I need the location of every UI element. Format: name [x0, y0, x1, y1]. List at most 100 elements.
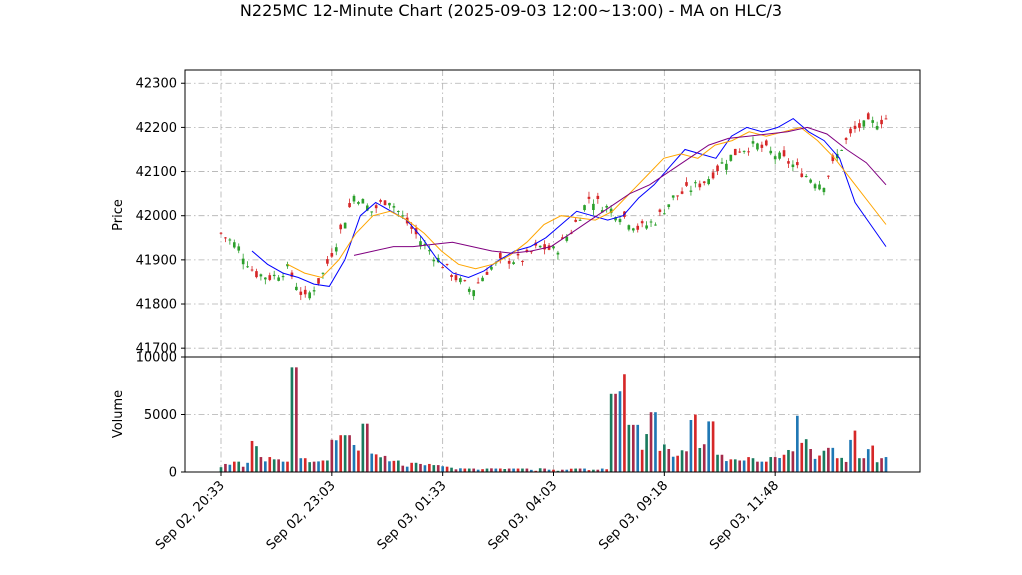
price-panel: 41700 41800 41900 42000 42100 42200 42300 — [136, 69, 921, 358]
volume-bar — [694, 414, 697, 472]
x-tick-label: Sep 02, 23:03 — [264, 478, 339, 553]
candle-body — [645, 225, 648, 229]
candle-body — [228, 239, 232, 241]
candle-body — [742, 150, 746, 152]
candle-body — [809, 179, 812, 183]
candle-body — [277, 277, 280, 281]
volume-bar — [840, 457, 843, 472]
volume-bar — [326, 460, 329, 472]
candle-body — [605, 205, 609, 208]
candle-body — [587, 196, 591, 199]
volume-axis-label: Volume — [111, 390, 126, 438]
x-tick-label: Sep 03, 11:48 — [707, 478, 782, 553]
candle-body — [481, 277, 484, 282]
candle-body — [760, 144, 764, 148]
candle-body — [729, 154, 733, 161]
candle-body — [818, 184, 821, 190]
volume-bar — [565, 469, 569, 472]
volume-bar — [618, 391, 622, 472]
candle-body — [875, 125, 879, 130]
candle-body — [609, 208, 613, 214]
volume-bar — [339, 435, 343, 472]
candle-body — [561, 237, 564, 239]
volume-bar — [738, 460, 742, 472]
volume-panel: 0 5000 10000 — [136, 351, 921, 481]
volume-bar — [645, 434, 648, 472]
volume-bar — [352, 444, 356, 472]
volume-bar — [436, 465, 440, 472]
volume-bar — [592, 469, 595, 472]
volume-bar — [530, 469, 533, 472]
volume-bar — [685, 451, 688, 472]
volume-bar — [286, 461, 289, 472]
volume-bar — [609, 393, 613, 472]
volume-panel-frame — [184, 356, 921, 473]
chart-title: N225MC 12-Minute Chart (2025-09-03 12:00… — [240, 1, 782, 20]
candle-body — [299, 291, 303, 295]
candle-body — [596, 195, 600, 199]
volume-bar — [649, 412, 653, 472]
volume-bar — [716, 454, 719, 472]
candle-body — [286, 264, 289, 267]
candle-body — [547, 245, 551, 250]
volume-bar — [503, 468, 507, 472]
volume-bar — [831, 447, 835, 472]
volume-bar — [512, 468, 515, 472]
candle-body — [636, 225, 640, 230]
candle-body — [689, 190, 693, 192]
candle-body — [840, 149, 843, 151]
candle-body — [716, 165, 719, 172]
volume-bar — [507, 468, 511, 472]
volume-bar — [467, 468, 471, 472]
candle-body — [791, 164, 795, 168]
volume-bar — [357, 450, 360, 472]
price-panel-frame — [184, 69, 921, 358]
volume-bar — [250, 440, 254, 472]
volume-bar — [317, 461, 320, 472]
x-tick-label: Sep 02, 20:33 — [153, 478, 228, 553]
volume-bar — [303, 458, 307, 472]
candle-body — [521, 260, 524, 262]
x-axis: Sep 02, 20:33 Sep 02, 23:03 Sep 03, 01:33 S… — [153, 472, 782, 553]
candle-body — [756, 143, 759, 150]
candle-body — [237, 246, 241, 251]
candle-body — [419, 241, 422, 247]
volume-bar — [472, 468, 476, 472]
candle-body — [410, 226, 413, 229]
candle-body — [490, 266, 493, 270]
candle-body — [849, 128, 852, 134]
volume-bar — [871, 445, 875, 472]
candle-body — [232, 242, 236, 248]
candle-body — [379, 200, 382, 202]
candle-body — [339, 224, 343, 230]
candle-body — [246, 266, 249, 268]
candle-body — [800, 173, 804, 178]
volume-bar — [605, 469, 609, 472]
volume-bar — [224, 463, 227, 472]
volume-bar — [490, 468, 493, 472]
volume-bar — [778, 458, 781, 472]
candle-body — [463, 280, 467, 282]
volume-bar — [796, 415, 799, 472]
candle-body — [507, 260, 511, 264]
volume-bar — [476, 469, 480, 472]
volume-bar — [543, 468, 546, 472]
volume-bar — [405, 466, 409, 472]
candle-body — [707, 179, 710, 185]
volume-bar — [636, 424, 640, 472]
candle-body — [618, 219, 622, 223]
candle-body — [578, 219, 582, 221]
candle-body — [423, 243, 427, 246]
volume-bar — [583, 468, 586, 472]
volume-bar — [791, 451, 795, 472]
volume-bar — [441, 466, 444, 472]
volume-bar — [596, 469, 600, 472]
volume-bar — [689, 420, 693, 472]
volume-bar — [521, 468, 524, 472]
volume-bar — [383, 455, 387, 472]
candle-body — [853, 125, 857, 129]
candle-body — [720, 162, 724, 164]
candle-body — [658, 209, 662, 212]
volume-bar — [379, 457, 382, 472]
